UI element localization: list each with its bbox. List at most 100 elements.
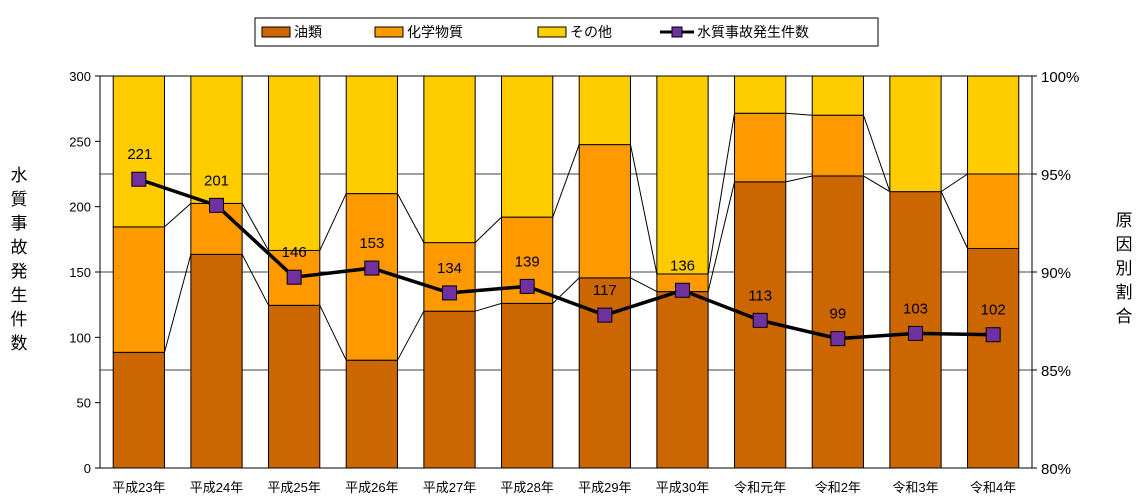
bar-segment: [811, 175, 864, 469]
series-connector: [629, 144, 658, 275]
x-axis-tick-label: 平成26年: [345, 480, 398, 495]
legend-label-other: その他: [570, 25, 612, 41]
series-connector: [785, 175, 813, 183]
data-label: 139: [515, 253, 540, 270]
bar-segment: [112, 351, 165, 469]
legend-marker-count: [671, 26, 683, 38]
line-marker: [364, 260, 380, 276]
bar-segment: [967, 247, 1020, 469]
x-axis-tick-label: 平成27年: [423, 480, 476, 495]
series-connector: [630, 277, 658, 293]
data-label: 221: [127, 146, 152, 163]
left-axis-title-char: 故: [11, 238, 28, 258]
right-axis-title-char: 割: [1116, 283, 1133, 303]
series-connector: [940, 173, 968, 193]
bar-segment: [967, 75, 1020, 175]
line-marker: [131, 171, 147, 187]
legend-swatch-other: [537, 26, 567, 38]
x-axis-tick-label: 平成30年: [656, 480, 709, 495]
data-label: 201: [204, 172, 229, 189]
right-axis-tick-label: 80%: [1041, 461, 1071, 478]
data-label: 117: [593, 282, 617, 299]
series-connector: [785, 112, 813, 116]
left-axis-tick-label: 100: [69, 330, 91, 345]
legend-label-chemical: 化学物質: [407, 25, 463, 41]
x-axis-tick-label: 平成28年: [500, 480, 553, 495]
bar-segment: [889, 75, 942, 193]
line-marker: [442, 285, 457, 301]
bar-segment: [345, 75, 398, 195]
data-label: 153: [359, 235, 384, 252]
left-axis-title-char: 事: [11, 214, 28, 234]
bar-segment: [190, 75, 243, 204]
plot-area: 0 50 100 150 200 250 300 80% 85% 90% 95% 100% 平成23年 平…: [11, 69, 1133, 495]
series-connector: [863, 175, 891, 193]
data-label: 99: [829, 306, 846, 323]
left-axis-title-char: 質: [11, 190, 28, 210]
series-connector: [397, 310, 425, 361]
right-axis-tick-label: 85%: [1041, 363, 1071, 380]
bar-segment: [656, 75, 709, 275]
line-series-count: [138, 177, 994, 341]
legend-swatch-chemical: [374, 26, 404, 38]
left-axis-tick-label: 300: [69, 69, 91, 84]
series-connector: [940, 191, 968, 249]
bar-segment: [423, 75, 476, 244]
bar-segment: [811, 75, 864, 116]
line-marker: [675, 282, 690, 298]
series-connector: [163, 254, 192, 353]
bar-segment: [734, 112, 787, 183]
x-axis-tick-label: 令和3年: [892, 480, 938, 495]
bar-segment: [578, 277, 631, 469]
line-marker: [908, 325, 923, 341]
right-axis-tick-label: 90%: [1041, 265, 1071, 282]
bar-segment: [578, 75, 631, 146]
series-connector: [474, 302, 502, 312]
bar-segment: [112, 75, 165, 228]
series-connector: [552, 144, 580, 218]
line-marker: [985, 327, 1001, 343]
bar-segment: [656, 291, 709, 469]
right-axis-tick-label: 95%: [1041, 167, 1071, 184]
bar-segment: [501, 75, 554, 218]
legend: 油類 化学物質 その他 水質事故発生件数: [254, 17, 879, 47]
x-axis-tick-label: 平成23年: [112, 480, 165, 495]
series-connector: [397, 193, 425, 243]
left-axis-tick-label: 250: [69, 134, 91, 149]
series-connector: [707, 181, 736, 292]
x-axis-tick-label: 平成29年: [578, 480, 631, 495]
right-axis-tick-label: 100%: [1041, 69, 1079, 86]
data-label: 146: [282, 244, 307, 261]
legend-swatch-oil: [261, 26, 291, 38]
x-axis-tick-label: 令和元年: [734, 480, 786, 495]
data-label: 102: [981, 302, 1006, 319]
data-label: 134: [437, 260, 462, 277]
right-axis-title-char: 因: [1116, 235, 1133, 255]
bar-segment: [423, 310, 476, 469]
series-connector: [241, 254, 269, 306]
left-axis-title-char: 生: [11, 286, 28, 306]
data-label: 113: [748, 287, 772, 304]
data-label: 103: [903, 300, 928, 317]
bar-segment: [345, 193, 398, 361]
series-connector: [319, 305, 347, 361]
x-axis-tick-label: 令和2年: [815, 480, 861, 495]
left-axis-title-char: 発: [11, 262, 28, 282]
bar-segment: [268, 75, 321, 251]
line-marker: [519, 278, 535, 294]
series-connector: [862, 115, 891, 192]
line-marker: [830, 331, 846, 347]
left-axis-tick-label: 150: [69, 265, 91, 280]
left-axis-title-char: 水: [11, 166, 28, 186]
bar-segment: [268, 304, 321, 469]
legend-label-count: 水質事故発生件数: [697, 25, 809, 41]
series-connector: [241, 203, 269, 251]
line-marker: [286, 269, 302, 285]
bar-segment: [501, 302, 554, 469]
right-axis-title-char: 別: [1116, 259, 1133, 279]
left-axis-tick-label: 0: [84, 461, 91, 476]
line-marker: [597, 307, 613, 323]
series-connector: [474, 216, 502, 243]
left-axis-tick-label: 200: [69, 200, 91, 215]
